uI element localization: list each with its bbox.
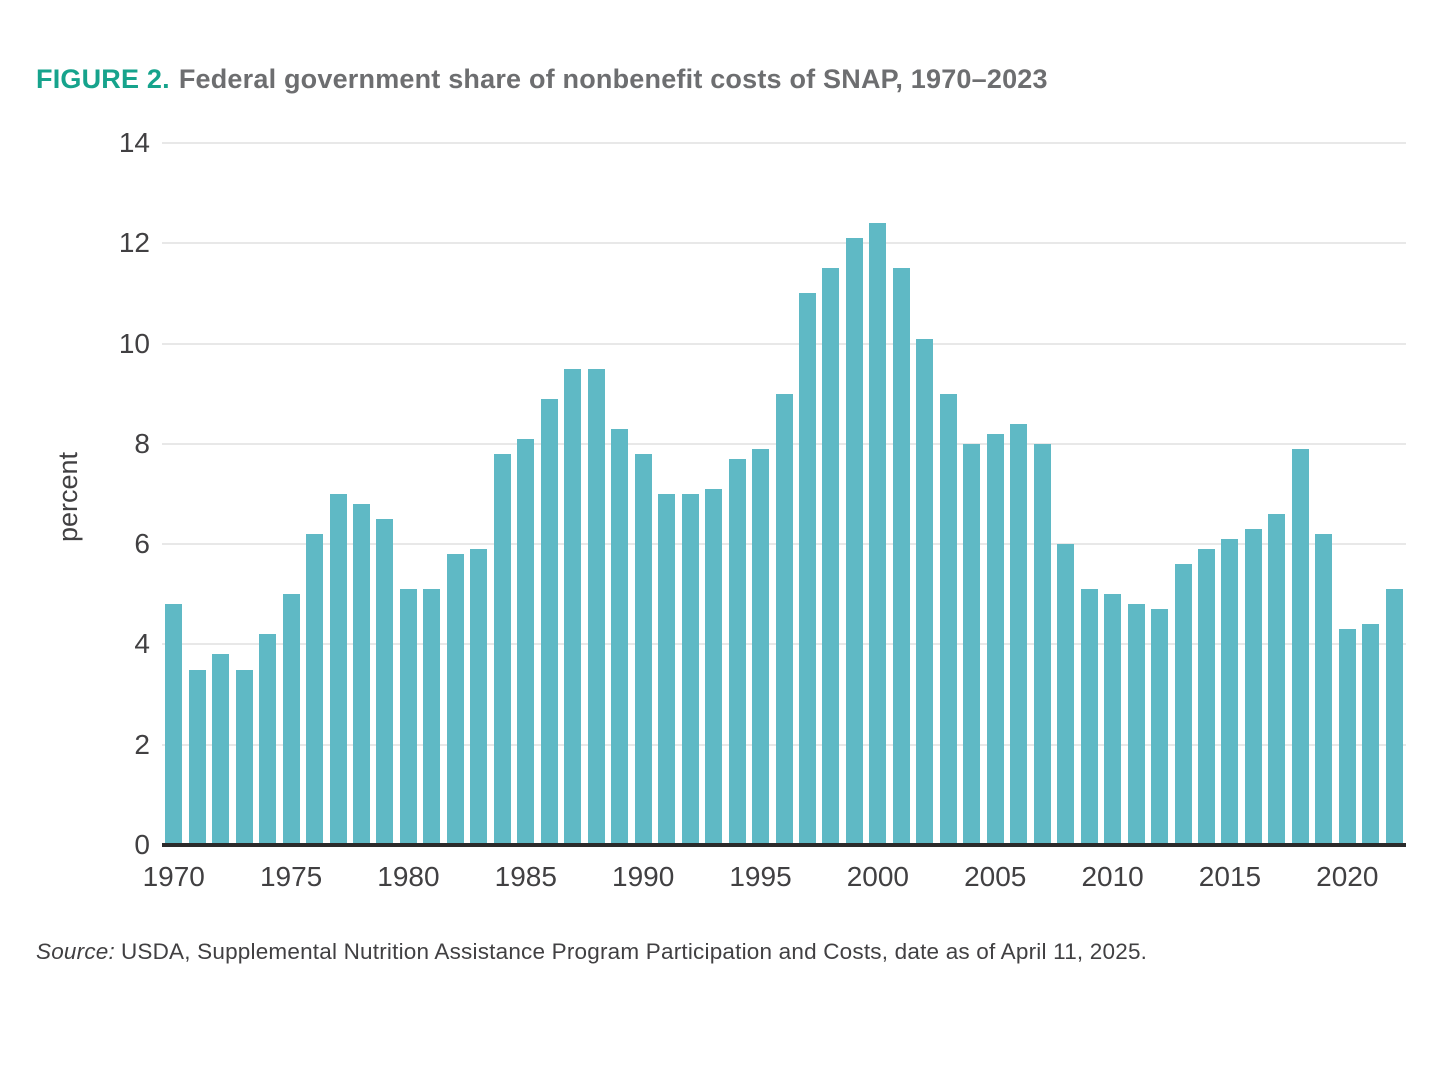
bar-1977 [329, 494, 347, 845]
bar-1974 [259, 634, 277, 845]
bar-1994 [728, 458, 746, 845]
bar-2017 [1268, 514, 1286, 845]
bar-2022 [1385, 589, 1403, 845]
bar-1995 [752, 448, 770, 845]
bar-1980 [399, 589, 417, 845]
x-tick-label-2000: 2000 [846, 861, 910, 892]
x-tick-label-2020: 2020 [1316, 861, 1379, 892]
x-tick-label-2005: 2005 [964, 861, 1027, 892]
bar-1989 [611, 428, 629, 845]
bar-1972 [212, 654, 230, 845]
bar-1971 [188, 669, 206, 845]
y-tick-label-12: 12 [118, 227, 150, 259]
bar-2016 [1244, 529, 1262, 845]
x-tick-label-1990: 1990 [612, 861, 675, 892]
y-tick-label-4: 4 [134, 628, 150, 660]
bar-2014 [1197, 549, 1215, 845]
bar-2004 [963, 443, 981, 845]
x-tick-label-1970: 1970 [142, 861, 205, 892]
bar-1987 [564, 368, 582, 845]
bar-1992 [681, 494, 699, 845]
bar-1978 [353, 504, 370, 845]
x-tick-label-1975: 1975 [259, 861, 323, 892]
figure-number-label: FIGURE 2. [36, 64, 170, 94]
y-tick-label-0: 0 [134, 829, 150, 860]
bar-2003 [939, 393, 957, 845]
x-tick-label-2015: 2015 [1198, 861, 1262, 892]
y-tick-label-8: 8 [134, 427, 150, 459]
bar-2007 [1033, 443, 1051, 845]
bar-2012 [1151, 609, 1169, 845]
bar-1983 [470, 549, 488, 845]
plot-area [162, 142, 1406, 847]
gridline-10 [162, 342, 1406, 345]
source-label: Source: [36, 939, 115, 964]
x-axis-line [162, 843, 1406, 847]
x-tick-label-2010: 2010 [1081, 861, 1144, 892]
bar-2001 [892, 268, 910, 845]
bar-1981 [423, 589, 441, 845]
bar-1982 [446, 554, 464, 845]
x-tick-label-1985: 1985 [494, 861, 557, 892]
bar-1976 [306, 534, 324, 845]
x-tick-label-1995: 1995 [729, 861, 792, 892]
bar-1975 [282, 594, 300, 845]
source-note: Source: USDA, Supplemental Nutrition Assi… [36, 939, 1147, 965]
bar-2018 [1291, 448, 1309, 845]
bar-1999 [845, 238, 863, 845]
bar-1997 [798, 293, 816, 845]
bar-1998 [822, 268, 840, 845]
y-axis-ticks: 0 2 4 6 8 10 12 14 [60, 127, 150, 860]
bar-1993 [705, 489, 723, 845]
bar-2009 [1080, 589, 1098, 845]
bar-2020 [1338, 629, 1356, 845]
bar-2010 [1104, 594, 1122, 845]
bar-2021 [1362, 624, 1380, 845]
figure-title: FIGURE 2. Federal government share of non… [36, 64, 1048, 95]
bar-1985 [517, 438, 535, 845]
bar-1984 [493, 453, 511, 845]
bar-2005 [986, 433, 1004, 845]
bar-1988 [587, 368, 605, 845]
y-tick-label-10: 10 [118, 327, 150, 359]
bar-2015 [1221, 539, 1239, 845]
bar-2000 [869, 223, 887, 845]
bar-2013 [1174, 564, 1192, 845]
bar-1979 [376, 519, 394, 845]
bar-2002 [916, 338, 934, 845]
y-tick-label-14: 14 [118, 127, 150, 158]
y-tick-label-2: 2 [134, 728, 150, 760]
bar-1986 [540, 398, 558, 845]
bar-2006 [1010, 423, 1028, 845]
gridline-14 [162, 142, 1406, 144]
y-tick-label-6: 6 [134, 528, 150, 560]
x-tick-label-1980: 1980 [377, 861, 440, 892]
bar-2008 [1057, 544, 1075, 845]
bar-1990 [634, 453, 652, 845]
bar-2019 [1315, 534, 1333, 845]
bar-1996 [775, 393, 793, 845]
figure-title-text: Federal government share of nonbenefit c… [178, 64, 1048, 94]
gridline-12 [162, 242, 1406, 245]
source-text: USDA, Supplemental Nutrition Assistance … [120, 939, 1148, 964]
x-axis-ticks: 1970 1975 1980 1985 1990 1995 2000 2005 2010 2015… [143, 861, 1406, 901]
bar-1991 [658, 494, 676, 845]
bar-1973 [235, 669, 253, 845]
bar-2011 [1127, 604, 1145, 845]
bar-1970 [165, 604, 183, 845]
